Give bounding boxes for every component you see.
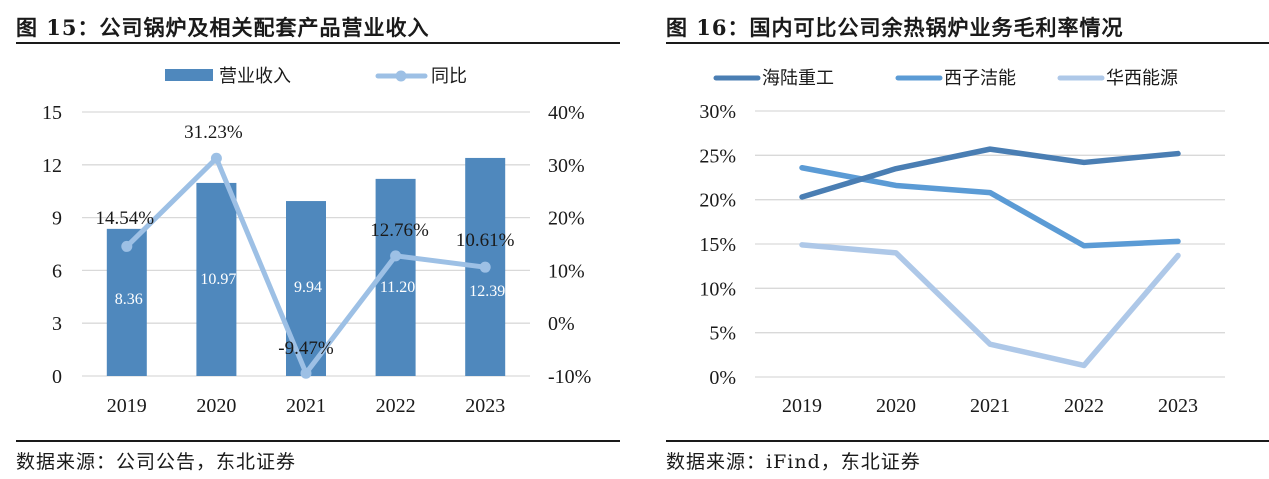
y-tick-label: 0% xyxy=(709,367,736,389)
x-tick-label: 2021 xyxy=(286,395,326,417)
yoy-marker xyxy=(479,261,491,273)
x-tick-label: 2019 xyxy=(107,395,147,417)
y2-tick-label: 10% xyxy=(548,260,585,282)
x-tick-label: 2023 xyxy=(465,395,505,417)
revenue-chart: 0 3 6 9 12 15 -10% 0% 10% 20% 30% 40% 2019 2020 2021 20… xyxy=(42,66,591,417)
left-source: 数据来源：公司公告，东北证券 xyxy=(16,451,297,473)
bar-value-label: 8.36 xyxy=(115,291,143,308)
x-tick-label: 2021 xyxy=(970,395,1010,417)
legend-hailu-label: 海陆重工 xyxy=(762,68,834,89)
bar-revenue xyxy=(106,228,147,376)
bar-value-label: 11.20 xyxy=(380,279,415,296)
legend-marker-yoy xyxy=(395,70,407,82)
left-title-rule xyxy=(16,42,620,44)
yoy-value-label: 14.54% xyxy=(96,208,155,229)
yoy-value-label: 12.76% xyxy=(370,220,429,241)
left-figure: 图 15：公司锅炉及相关配套产品营业收入 0 3 6 9 12 15 -10% 0% 10% 20… xyxy=(16,15,620,473)
right-figure-title: 图 16：国内可比公司余热锅炉业务毛利率情况 xyxy=(666,15,1124,40)
x-tick-label: 2020 xyxy=(876,395,916,417)
y-tick-label: 15% xyxy=(699,234,736,256)
right-figure: 图 16：国内可比公司余热锅炉业务毛利率情况 0% 5% 10% 15% 20% 25% 3… xyxy=(640,0,1269,479)
bar-value-label: 12.39 xyxy=(469,283,505,300)
y-tick-label: 15 xyxy=(42,102,62,124)
bar-value-label: 9.94 xyxy=(294,279,322,296)
y2-tick-label: -10% xyxy=(548,366,591,388)
bar-value-label: 10.97 xyxy=(200,271,236,288)
gross-margin-chart: 0% 5% 10% 15% 20% 25% 30% 2019 2020 2021 2022 2023 海… xyxy=(699,68,1225,417)
yoy-value-label: 10.61% xyxy=(456,230,515,251)
right-title-rule xyxy=(666,42,1269,44)
y-tick-label: 10% xyxy=(699,278,736,300)
series-line-huaxi xyxy=(799,242,1181,369)
yoy-marker xyxy=(210,152,222,164)
y-tick-label: 6 xyxy=(52,260,62,282)
x-tick-label: 2022 xyxy=(1064,395,1104,417)
left-source-rule xyxy=(16,440,620,442)
right-source: 数据来源：iFind，东北证券 xyxy=(666,451,921,473)
y-tick-label: 20% xyxy=(699,190,736,212)
y2-tick-label: 30% xyxy=(548,155,585,177)
bar-revenue xyxy=(375,178,416,376)
y-tick-label: 12 xyxy=(42,155,62,177)
left-figure-title: 图 15：公司锅炉及相关配套产品营业收入 xyxy=(16,15,430,40)
y-tick-label: 30% xyxy=(699,101,736,123)
series-line-hailu xyxy=(799,146,1181,200)
legend-swatch-revenue xyxy=(165,69,213,81)
x-tick-label: 2019 xyxy=(782,395,822,417)
y2-tick-label: 0% xyxy=(548,313,575,335)
yoy-marker xyxy=(121,240,133,252)
x-tick-label: 2020 xyxy=(196,395,236,417)
legend-xizi-label: 西子洁能 xyxy=(944,68,1016,89)
legend-label-yoy: 同比 xyxy=(431,66,467,87)
yoy-value-label: 31.23% xyxy=(184,122,243,143)
bar-revenue xyxy=(196,182,237,376)
y-tick-label: 25% xyxy=(699,145,736,167)
y-tick-label: 9 xyxy=(52,208,62,230)
yoy-marker xyxy=(300,367,312,379)
y-tick-label: 5% xyxy=(709,323,736,345)
y2-tick-label: 20% xyxy=(548,208,585,230)
legend-huaxi-label: 华西能源 xyxy=(1106,68,1178,89)
y-tick-label: 3 xyxy=(52,313,62,335)
x-tick-label: 2023 xyxy=(1158,395,1198,417)
right-source-rule xyxy=(666,440,1269,442)
y2-tick-label: 40% xyxy=(548,102,585,124)
legend-label-revenue: 营业收入 xyxy=(219,66,291,87)
x-tick-label: 2022 xyxy=(376,395,416,417)
yoy-marker xyxy=(390,250,402,262)
y-tick-label: 0 xyxy=(52,366,62,388)
yoy-value-label: -9.47% xyxy=(278,338,334,359)
